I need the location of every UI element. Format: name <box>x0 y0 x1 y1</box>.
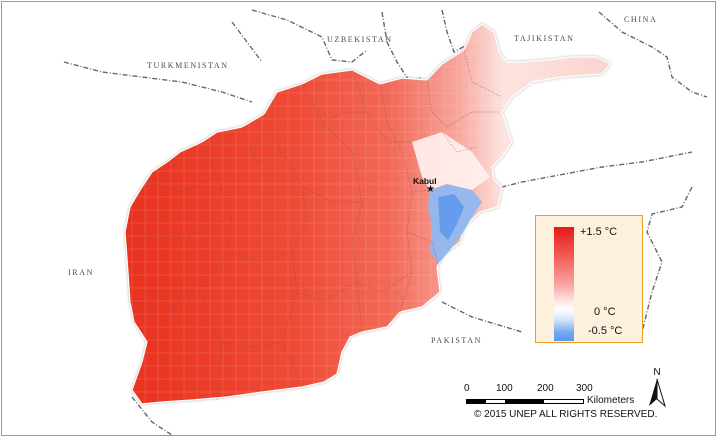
temperature-legend: +1.5 °C 0 °C -0.5 °C <box>535 215 643 343</box>
country-label-iran: IRAN <box>68 268 94 277</box>
scale-tick-label: 0 <box>464 383 470 394</box>
scale-tick-label: 200 <box>537 383 554 394</box>
legend-max-label: +1.5 °C <box>580 226 618 238</box>
north-label: N <box>653 367 660 378</box>
scale-tick-label: 300 <box>576 383 593 394</box>
legend-zero-label: 0 °C <box>594 306 616 318</box>
country-label-pakistan: PAKISTAN <box>431 336 482 345</box>
star-icon: ★ <box>426 184 435 195</box>
country-label-tajikistan: TAJIKISTAN <box>514 34 575 43</box>
city-label-kabul: Kabul <box>413 176 437 186</box>
scale-tick-label: 100 <box>496 383 513 394</box>
scale-unit-label: Kilometers <box>587 395 635 406</box>
scale-bar <box>466 399 584 404</box>
north-arrow-icon: N <box>649 367 666 408</box>
country-label-uzbekistan: UZBEKISTAN <box>327 35 393 44</box>
neighbour-borders <box>63 9 708 435</box>
neutral-region <box>412 132 490 190</box>
legend-min-label: -0.5 °C <box>588 325 623 337</box>
copyright-notice: © 2015 UNEP ALL RIGHTS RESERVED. <box>474 409 658 420</box>
province-borders <box>129 49 503 401</box>
country-label-turkmenistan: TURKMENISTAN <box>147 61 229 70</box>
legend-color-ramp <box>554 227 574 341</box>
country-label-china: CHINA <box>624 15 658 24</box>
